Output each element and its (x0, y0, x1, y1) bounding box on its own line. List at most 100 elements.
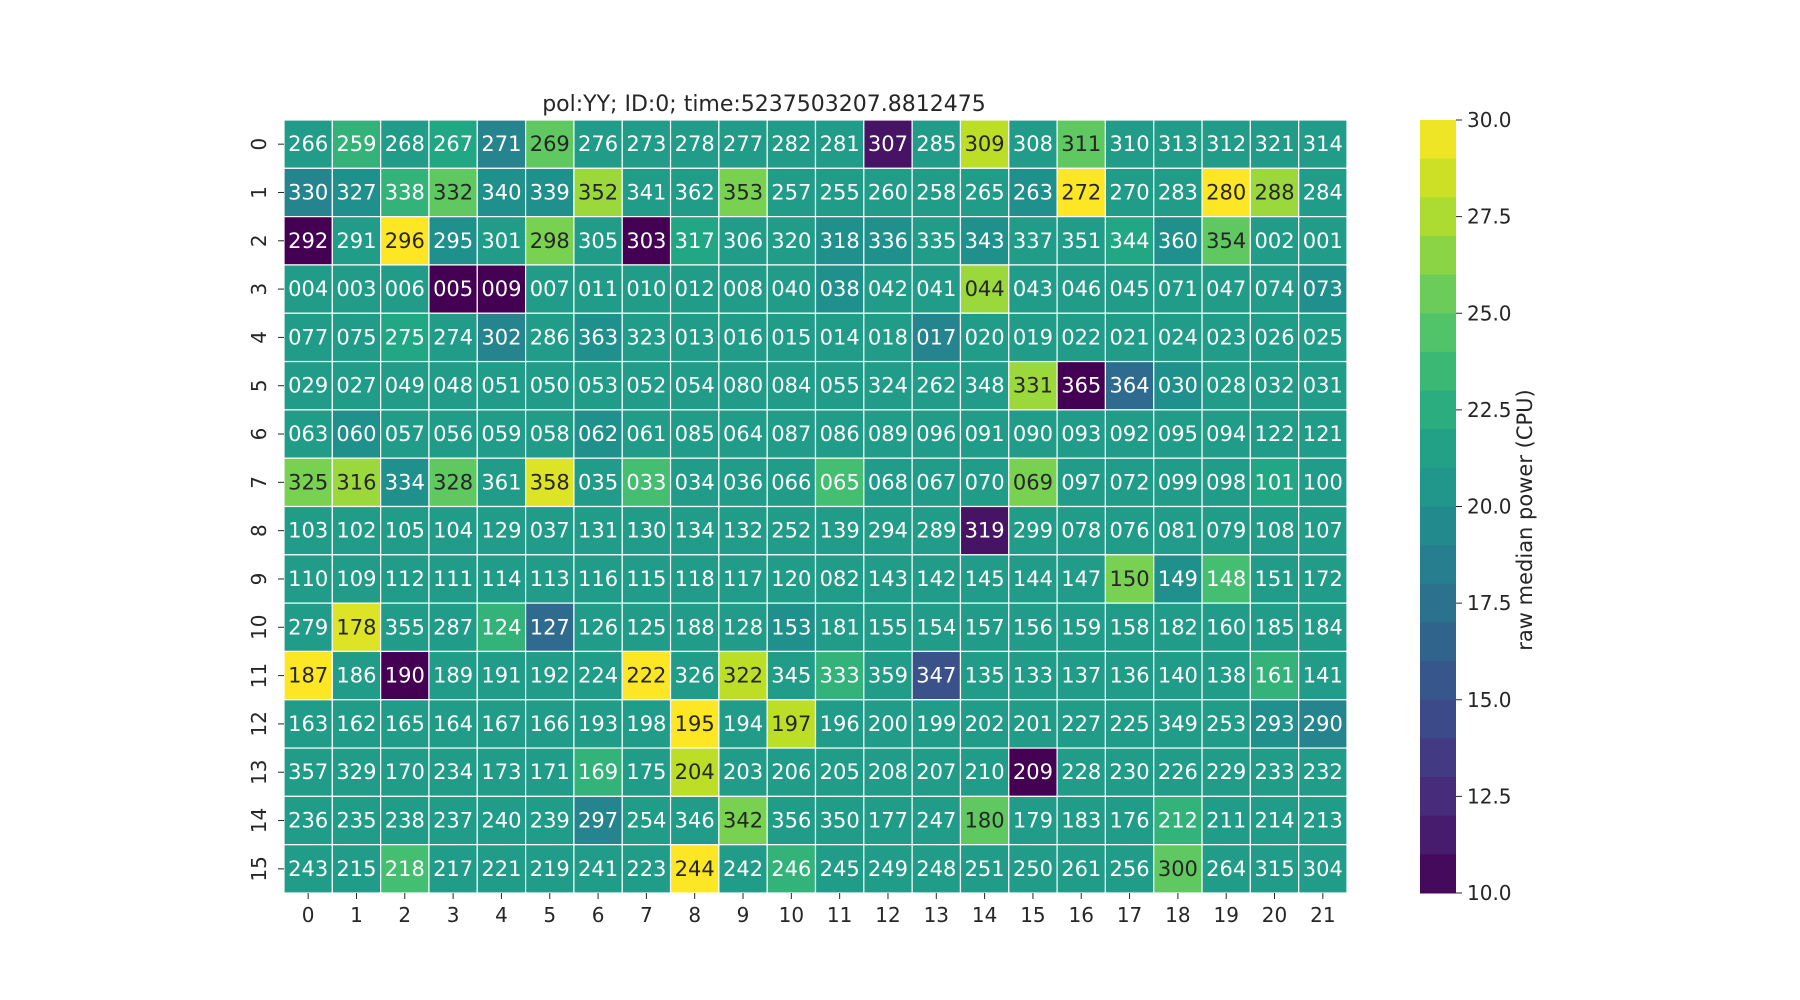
cell-annotation: 210 (965, 760, 1005, 784)
heatmap-cell (1153, 457, 1203, 508)
cell-annotation: 331 (1013, 374, 1053, 398)
heatmap-cell (380, 650, 430, 701)
cell-annotation: 001 (1303, 229, 1343, 253)
cell-annotation: 338 (385, 180, 425, 204)
x-tick-label: 13 (924, 903, 949, 927)
heatmap-cell (863, 360, 913, 411)
cell-annotation: 150 (1110, 567, 1150, 591)
cell-annotation: 287 (433, 615, 473, 639)
cell-annotation: 098 (1206, 470, 1246, 494)
cell-annotation: 055 (820, 374, 860, 398)
heatmap-cell (1056, 216, 1107, 266)
cell-annotation: 204 (675, 760, 715, 784)
cell-annotation: 176 (1110, 809, 1150, 833)
heatmap-cell (1298, 650, 1348, 701)
cell-annotation: 017 (916, 325, 956, 349)
heatmap-cell (428, 844, 478, 894)
x-tick-label: 6 (592, 903, 605, 927)
heatmap-cell (524, 457, 575, 508)
cell-annotation: 095 (1158, 422, 1198, 446)
heatmap-cell (1201, 167, 1251, 218)
cell-annotation: 225 (1110, 712, 1150, 736)
cell-annotation: 285 (916, 132, 956, 156)
colorbar-tick-label: 10.0 (1467, 881, 1512, 905)
heatmap-cell (1298, 216, 1348, 266)
heatmap-cell (1201, 312, 1251, 363)
heatmap-cell (524, 795, 575, 846)
cell-annotation: 307 (868, 132, 908, 156)
cell-annotation: 302 (481, 325, 521, 349)
cell-annotation: 359 (868, 664, 908, 688)
cell-annotation: 066 (771, 470, 811, 494)
cell-annotation: 277 (723, 132, 763, 156)
cell-annotation: 281 (820, 132, 860, 156)
cell-annotation: 077 (288, 325, 328, 349)
cell-annotation: 091 (965, 422, 1005, 446)
cell-annotation: 294 (868, 519, 908, 543)
cell-annotation: 330 (288, 180, 328, 204)
cell-annotation: 005 (433, 277, 473, 301)
heatmap-cell (1104, 167, 1155, 218)
heatmap-cell (476, 167, 527, 218)
cell-annotation: 223 (626, 857, 666, 881)
heatmap-cell (959, 167, 1010, 218)
colorbar-tick-label: 30.0 (1467, 108, 1512, 132)
heatmap-cell (1008, 264, 1058, 314)
x-tick-label: 12 (875, 903, 900, 927)
cell-annotation: 280 (1206, 180, 1246, 204)
cell-annotation: 310 (1110, 132, 1150, 156)
heatmap-cell (669, 167, 720, 218)
heatmap-cell (1298, 554, 1348, 604)
cell-annotation: 132 (723, 519, 763, 543)
cell-annotation: 079 (1206, 519, 1246, 543)
cell-annotation: 213 (1303, 809, 1343, 833)
cell-annotation: 288 (1254, 180, 1294, 204)
heatmap-cell (1249, 795, 1300, 846)
cell-annotation: 110 (288, 567, 328, 591)
heatmap-cell (621, 699, 672, 749)
cell-annotation: 171 (530, 760, 570, 784)
cell-annotation: 276 (578, 132, 618, 156)
cell-annotation: 007 (530, 277, 570, 301)
heatmap-cell (911, 457, 962, 508)
colorbar-segment (1420, 738, 1456, 778)
heatmap-cell (1008, 554, 1058, 604)
heatmap-cell (1104, 699, 1155, 749)
cell-annotation: 060 (336, 422, 376, 446)
heatmap-cell (1201, 795, 1251, 846)
heatmap-cell (863, 747, 913, 797)
heatmap-cell (476, 360, 527, 411)
heatmap-cell (1298, 457, 1348, 508)
heatmap-cell (718, 844, 768, 894)
cell-annotation: 309 (965, 132, 1005, 156)
colorbar-segment (1420, 274, 1456, 314)
cell-annotation: 044 (965, 277, 1005, 301)
heatmap-cell (766, 844, 817, 894)
cell-annotation: 080 (723, 374, 763, 398)
cell-annotation: 111 (433, 567, 473, 591)
cell-annotation: 187 (288, 664, 328, 688)
cell-annotation: 184 (1303, 615, 1343, 639)
cell-annotation: 198 (626, 712, 666, 736)
heatmap-cell (573, 457, 623, 508)
heatmap-cell (621, 360, 672, 411)
colorbar-tick-label: 25.0 (1467, 301, 1512, 325)
y-tick-label: 9 (247, 573, 271, 586)
heatmap-cell (1201, 119, 1251, 169)
colorbar-segment (1420, 351, 1456, 392)
cell-annotation: 086 (820, 422, 860, 446)
heatmap-cell (911, 844, 962, 894)
heatmap-cell (283, 216, 333, 266)
cell-annotation: 351 (1061, 229, 1101, 253)
cell-annotation: 236 (288, 809, 328, 833)
heatmap-cell (814, 457, 865, 508)
cell-annotation: 033 (626, 470, 666, 494)
heatmap-cell (959, 795, 1010, 846)
heatmap-cell (524, 264, 575, 314)
cell-annotation: 043 (1013, 277, 1053, 301)
heatmap-cell (1249, 554, 1300, 604)
heatmap-cell (911, 650, 962, 701)
cell-annotation: 004 (288, 277, 328, 301)
cell-annotation: 109 (336, 567, 376, 591)
heatmap-cell (718, 795, 768, 846)
